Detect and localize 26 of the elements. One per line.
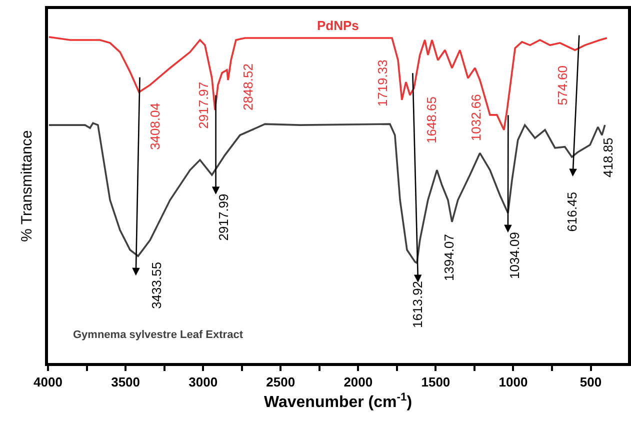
x-tick-label: 500: [580, 374, 602, 390]
annotation: 1034.09: [506, 232, 522, 280]
annotation: 1394.07: [441, 234, 456, 281]
annotation: 616.45: [564, 192, 580, 232]
annotation: 2917.99: [216, 194, 231, 241]
annotation: 3408.04: [148, 102, 163, 150]
annotation: 1032.66: [468, 94, 484, 142]
x-axis-title: Wavenumber (cm$^{-1}$): [264, 391, 412, 412]
series-label: PdNPs: [317, 18, 359, 33]
annotation: 2917.97: [196, 82, 211, 129]
x-tick-label: 2500: [266, 374, 296, 390]
x-tick-label: 2000: [344, 374, 373, 390]
x-tick-label: 3000: [188, 374, 218, 390]
x-tick-label: 3500: [111, 374, 140, 390]
y-axis-title: % Transmittance: [18, 130, 36, 242]
annotation: 1648.65: [424, 96, 439, 144]
text: Gymnema sylvestre Leaf Extract: [73, 329, 244, 341]
x-tick-label: 1000: [498, 374, 528, 390]
annotation: 2848.52: [240, 64, 256, 111]
annotation: 418.85: [600, 138, 616, 178]
annotation: 1613.92: [410, 280, 426, 328]
annotation: 3433.55: [148, 262, 164, 309]
annotation: 574.60: [555, 66, 570, 106]
annotation: 1719.33: [374, 60, 390, 107]
x-tick-label: 4000: [34, 374, 62, 390]
x-tick-label: 1500: [421, 374, 450, 390]
